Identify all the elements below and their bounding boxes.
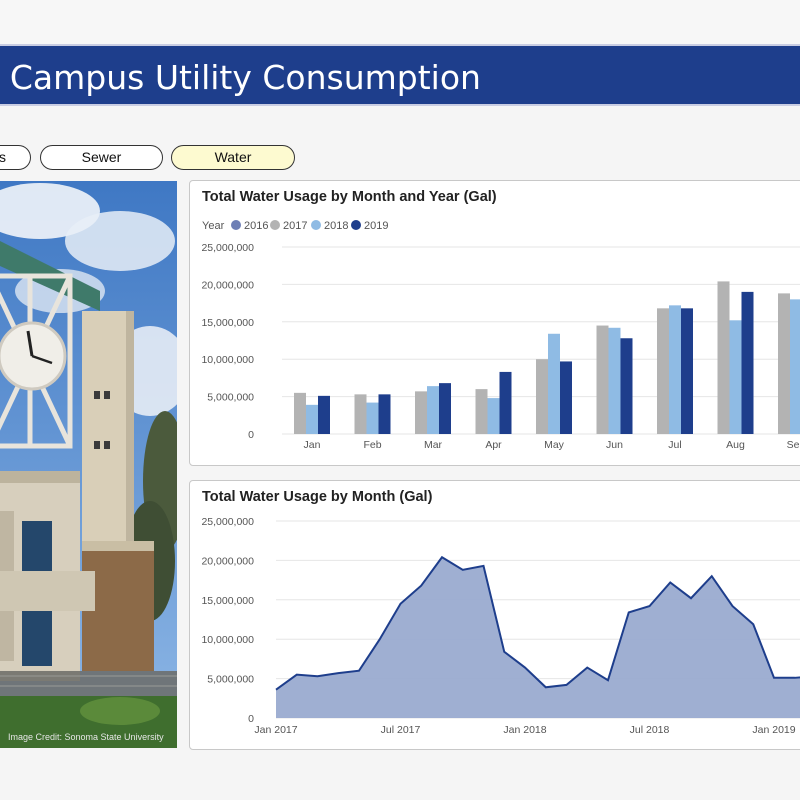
legend-marker-2016 <box>231 220 241 230</box>
x-tick-label: Jan 2017 <box>254 724 297 736</box>
bar-2019-Jun <box>620 338 633 434</box>
y-tick-label: 25,000,000 <box>201 242 254 254</box>
bar-2017-Sep <box>778 293 790 434</box>
legend-title: Year <box>202 220 225 232</box>
photo-credit: Image Credit: Sonoma State University <box>8 732 164 742</box>
area-line <box>275 555 800 691</box>
utility-button-partial[interactable]: s <box>0 145 31 170</box>
x-tick-label: Jul 2017 <box>381 724 421 736</box>
bar-2018-Jan <box>306 404 318 434</box>
bar-chart-panel: Total Water Usage by Month and Year (Gal… <box>189 180 800 466</box>
y-tick-label: 0 <box>248 429 254 441</box>
y-tick-label: 15,000,000 <box>201 595 254 607</box>
x-tick-label: Jan <box>304 439 321 451</box>
bar-2017-Feb <box>354 394 367 434</box>
legend-marker-2019 <box>351 220 361 230</box>
y-tick-label: 15,000,000 <box>201 317 254 329</box>
bar-2019-Aug <box>741 291 754 434</box>
bar-2019-Jan <box>318 395 330 434</box>
x-tick-label: Aug <box>726 439 745 451</box>
bar-2017-Mar <box>415 391 427 434</box>
legend-label-2016: 2016 <box>244 220 268 232</box>
water-button[interactable]: Water <box>171 145 295 170</box>
top-strip <box>0 0 800 44</box>
y-tick-label: 5,000,000 <box>207 392 254 404</box>
bar-2018-Mar <box>427 386 439 434</box>
legend-marker-2017 <box>270 220 280 230</box>
x-tick-label: Mar <box>424 439 443 451</box>
bar-2018-Jun <box>608 327 621 434</box>
bar-2017-Jul <box>657 308 669 434</box>
area-chart: 0 5,000,000 10,000,000 15,000,000 20,000,000… <box>201 516 800 736</box>
bar-2017-May <box>536 359 548 434</box>
bar-2019-Jul <box>681 308 693 434</box>
x-tick-label: Jul <box>668 439 681 451</box>
bar-2019-Apr <box>499 371 512 434</box>
bar-2017-Aug <box>717 281 730 434</box>
bar-2019-May <box>560 361 572 434</box>
bar-2017-Jun <box>596 325 609 434</box>
bar-chart: Year 2016 2017 2018 2019 0 5,000,000 10,000,00… <box>201 220 800 451</box>
y-tick-label: 0 <box>248 713 254 725</box>
x-tick-label: Sep <box>787 439 800 451</box>
bar-chart-title: Total Water Usage by Month and Year (Gal… <box>202 189 497 205</box>
bar-2018-Feb <box>366 402 379 434</box>
x-tick-label: Jan 2019 <box>752 724 795 736</box>
bar-2018-Aug <box>729 320 742 434</box>
bar-2018-May <box>548 333 560 434</box>
y-tick-label: 20,000,000 <box>201 279 254 291</box>
bar-2017-Jan <box>294 392 306 434</box>
bar-2018-Jul <box>669 305 681 434</box>
y-tick-label: 10,000,000 <box>201 634 254 646</box>
y-tick-label: 20,000,000 <box>201 555 254 567</box>
legend-label-2018: 2018 <box>324 220 348 232</box>
header-banner: al Campus Utility Consumption <box>0 44 800 106</box>
legend-label-2017: 2017 <box>283 220 307 232</box>
campus-photo: Image Credit: Sonoma State University <box>0 181 177 748</box>
legend-label-2019: 2019 <box>364 220 388 232</box>
y-tick-label: 5,000,000 <box>207 674 254 686</box>
x-tick-label: Jan 2018 <box>503 724 546 736</box>
page-title: al Campus Utility Consumption <box>0 58 481 97</box>
bar-2018-Sep <box>790 299 800 434</box>
x-tick-label: Apr <box>485 439 502 451</box>
area-chart-panel: Total Water Usage by Month (Gal) 0 5,000,… <box>189 480 800 750</box>
x-tick-label: Jul 2018 <box>630 724 670 736</box>
y-tick-label: 10,000,000 <box>201 354 254 366</box>
legend-marker-2018 <box>311 220 321 230</box>
y-tick-label: 25,000,000 <box>201 516 254 528</box>
sewer-button[interactable]: Sewer <box>40 145 163 170</box>
x-tick-label: Feb <box>363 439 381 451</box>
bar-2017-Apr <box>475 389 488 434</box>
bar-2019-Mar <box>439 383 451 434</box>
x-tick-label: Jun <box>606 439 623 451</box>
area-chart-title: Total Water Usage by Month (Gal) <box>202 489 433 505</box>
bar-2019-Feb <box>378 394 391 434</box>
area-fill <box>276 557 800 718</box>
x-tick-label: May <box>544 439 565 451</box>
bar-2018-Apr <box>487 398 500 434</box>
